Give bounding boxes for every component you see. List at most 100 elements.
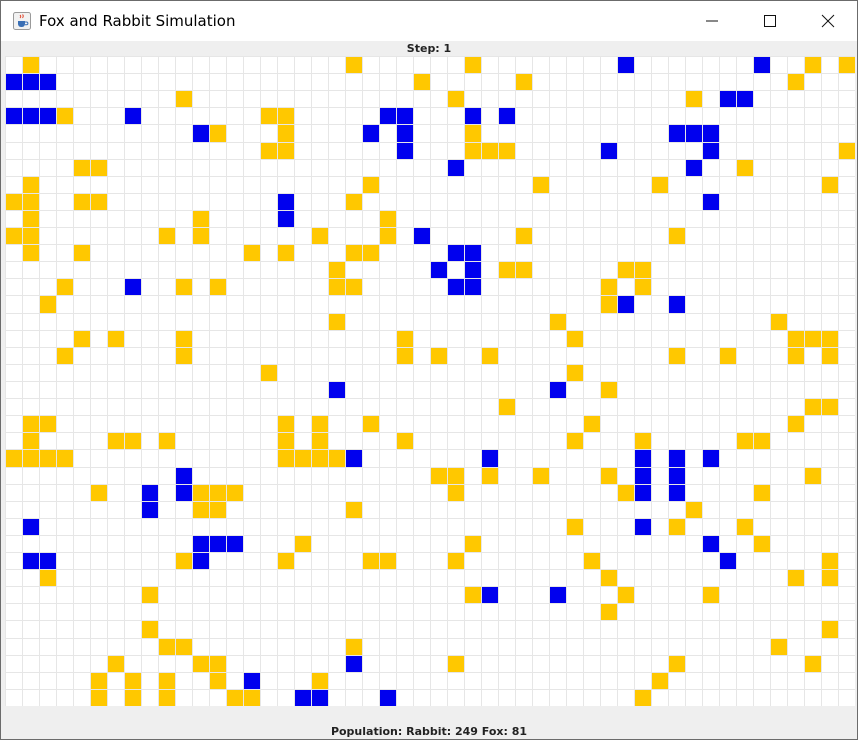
rabbit-cell [346, 279, 362, 295]
fox-cell [703, 194, 719, 210]
fox-cell [125, 108, 141, 124]
window-title: Fox and Rabbit Simulation [39, 12, 236, 30]
fox-cell [176, 485, 192, 501]
title-bar[interactable]: Fox and Rabbit Simulation [1, 1, 857, 41]
rabbit-cell [448, 553, 464, 569]
rabbit-cell [278, 450, 294, 467]
rabbit-cell [686, 502, 702, 518]
rabbit-cell [74, 160, 90, 176]
rabbit-cell [108, 433, 124, 449]
rabbit-cell [635, 279, 651, 295]
simulation-field [5, 56, 855, 706]
rabbit-cell [397, 331, 413, 347]
rabbit-cell [482, 348, 498, 364]
rabbit-cell [278, 245, 294, 261]
rabbit-cell [23, 433, 39, 449]
rabbit-cell [40, 296, 56, 313]
fox-cell [618, 296, 634, 313]
rabbit-cell [346, 639, 362, 655]
rabbit-cell [584, 553, 600, 569]
fox-cell [703, 125, 719, 142]
fox-cell [635, 450, 651, 467]
fox-cell [465, 262, 481, 278]
fox-cell [669, 468, 685, 484]
rabbit-cell [261, 365, 277, 381]
fox-cell [380, 108, 396, 124]
rabbit-cell [23, 228, 39, 244]
fox-cell [482, 450, 498, 467]
rabbit-cell [567, 519, 583, 535]
rabbit-cell [465, 587, 481, 603]
fox-cell [23, 519, 39, 535]
rabbit-cell [329, 450, 345, 467]
rabbit-cell [822, 621, 838, 638]
rabbit-cell [295, 536, 311, 552]
rabbit-cell [193, 485, 209, 501]
rabbit-cell [193, 211, 209, 227]
fox-cell [499, 108, 515, 124]
minimize-button[interactable] [683, 1, 741, 41]
fox-cell [380, 690, 396, 706]
rabbit-cell [601, 296, 617, 313]
rabbit-cell [346, 245, 362, 261]
fox-cell [703, 536, 719, 552]
fox-cell [703, 143, 719, 159]
rabbit-cell [210, 485, 226, 501]
fox-cell [448, 160, 464, 176]
rabbit-cell [771, 639, 787, 655]
rabbit-cell [244, 690, 260, 706]
rabbit-cell [601, 382, 617, 398]
rabbit-cell [176, 279, 192, 295]
rabbit-cell [788, 74, 804, 90]
rabbit-cell [805, 57, 821, 73]
rabbit-cell [754, 485, 770, 501]
rabbit-cell [431, 348, 447, 364]
rabbit-cell [788, 570, 804, 586]
fox-cell [720, 91, 736, 107]
rabbit-cell [159, 228, 175, 244]
rabbit-cell [635, 262, 651, 278]
java-cup-icon [13, 12, 31, 30]
rabbit-cell [584, 416, 600, 432]
rabbit-cell [23, 416, 39, 432]
rabbit-cell [23, 177, 39, 193]
close-button[interactable] [799, 1, 857, 41]
rabbit-cell [465, 536, 481, 552]
rabbit-cell [822, 177, 838, 193]
fox-cell [601, 143, 617, 159]
fox-cell [23, 108, 39, 124]
rabbit-cell [74, 245, 90, 261]
fox-cell [176, 468, 192, 484]
rabbit-cell [652, 177, 668, 193]
fox-cell [227, 536, 243, 552]
simulation-grid [5, 56, 855, 706]
rabbit-cell [686, 91, 702, 107]
fox-cell [669, 450, 685, 467]
maximize-button[interactable] [741, 1, 799, 41]
rabbit-cell [550, 314, 566, 330]
fox-cell [635, 519, 651, 535]
rabbit-cell [108, 331, 124, 347]
fox-cell [635, 485, 651, 501]
rabbit-cell [567, 433, 583, 449]
fox-cell [635, 468, 651, 484]
rabbit-cell [40, 416, 56, 432]
rabbit-cell [822, 570, 838, 586]
fox-cell [363, 125, 379, 142]
fox-cell [210, 536, 226, 552]
rabbit-cell [703, 587, 719, 603]
fox-cell [448, 245, 464, 261]
rabbit-cell [278, 143, 294, 159]
rabbit-cell [6, 194, 22, 210]
fox-cell [448, 279, 464, 295]
fox-cell [669, 485, 685, 501]
rabbit-cell [6, 450, 22, 467]
fox-cell [6, 108, 22, 124]
rabbit-cell [363, 245, 379, 261]
fox-cell [465, 279, 481, 295]
fox-cell [346, 656, 362, 672]
rabbit-cell [159, 639, 175, 655]
fox-cell [397, 143, 413, 159]
rabbit-cell [312, 673, 328, 689]
rabbit-cell [499, 262, 515, 278]
